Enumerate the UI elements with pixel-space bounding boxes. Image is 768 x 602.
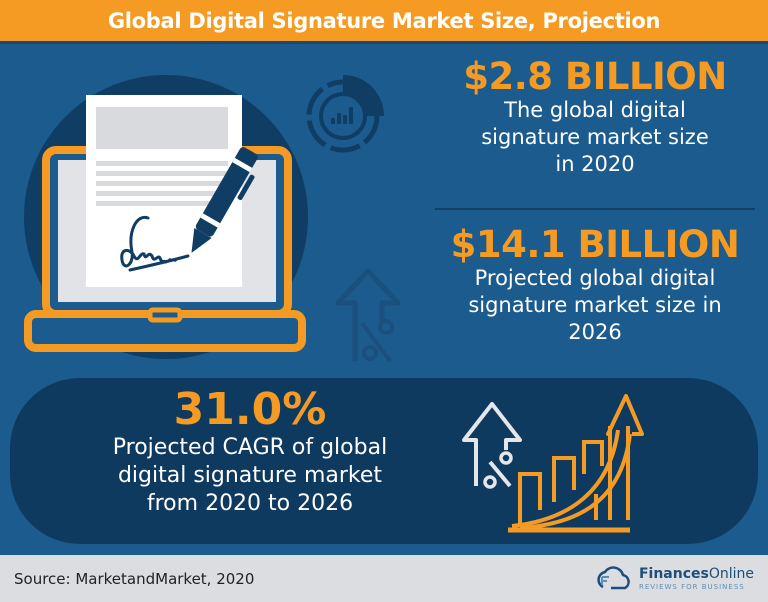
stat-value: $2.8 BILLION	[463, 55, 727, 98]
divider	[435, 208, 755, 210]
cagr-panel: 31.0% Projected CAGR of global digital s…	[10, 378, 758, 544]
title-bar: Global Digital Signature Market Size, Pr…	[0, 0, 768, 44]
percent-up-arrow-icon	[335, 268, 401, 363]
cagr-value: 31.0%	[173, 384, 327, 435]
stat-value: $14.1 BILLION	[450, 223, 740, 266]
logo-text: FinancesOnline REVIEWS FOR BUSINESS	[639, 567, 754, 591]
cagr-desc-line: from 2020 to 2026	[146, 491, 354, 516]
finances-online-logo[interactable]: FinancesOnline REVIEWS FOR BUSINESS	[593, 565, 754, 591]
stat-2020: $2.8 BILLION The global digital signatur…	[430, 57, 760, 178]
finances-online-logo-icon	[597, 565, 630, 589]
logo-name-regular: Online	[708, 565, 754, 582]
stat-2026: $14.1 BILLION Projected global digital s…	[430, 225, 760, 346]
pen-icon	[191, 147, 258, 253]
growth-chart-icon	[462, 394, 644, 533]
cagr-text: 31.0% Projected CAGR of global digital s…	[70, 386, 430, 518]
stat-desc-line: 2026	[568, 320, 622, 344]
stat-desc-line: signature market size in	[468, 293, 722, 317]
logo-tagline: REVIEWS FOR BUSINESS	[638, 582, 745, 591]
stat-desc-line: Projected global digital	[474, 266, 716, 290]
source-text: Source: MarketandMarket, 2020	[14, 569, 255, 588]
stat-desc-line: signature market size	[481, 125, 709, 149]
page-title: Global Digital Signature Market Size, Pr…	[107, 8, 661, 33]
stat-desc-line: The global digital	[504, 98, 686, 122]
main-panel: $2.8 BILLION The global digital signatur…	[0, 47, 768, 555]
cagr-desc-line: Projected CAGR of global	[112, 435, 388, 460]
logo-name-bold: Finances	[638, 565, 709, 582]
signature-icon	[120, 216, 190, 272]
donut-chart-icon	[306, 75, 384, 153]
stat-desc-line: in 2020	[555, 152, 635, 176]
footer: Source: MarketandMarket, 2020 FinancesOn…	[0, 555, 768, 602]
cagr-desc-line: digital signature market	[117, 463, 383, 488]
